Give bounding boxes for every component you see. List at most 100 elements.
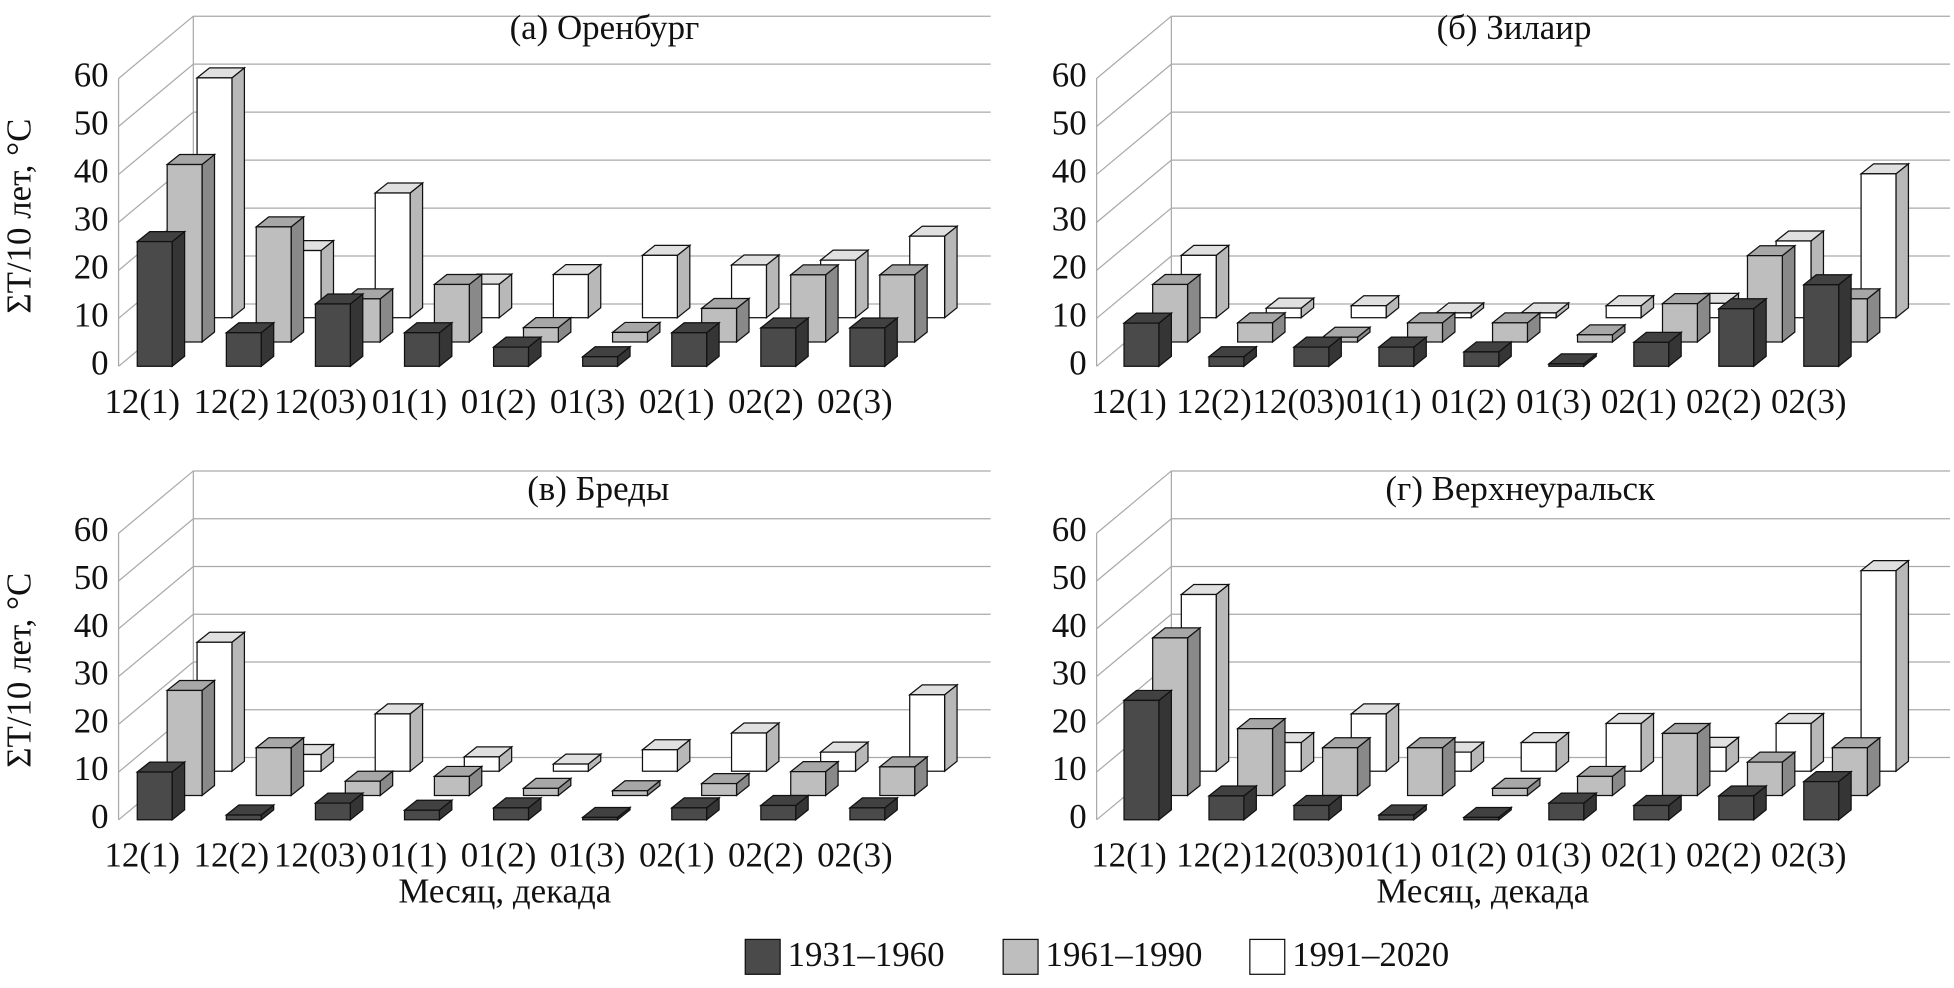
bar — [343, 769, 395, 797]
y-tick-label: 20 — [1052, 701, 1087, 740]
bar-side — [914, 263, 928, 344]
y-tick-label: 40 — [1052, 151, 1087, 190]
bar-front — [1803, 284, 1840, 367]
bar-front — [611, 331, 649, 343]
y-tick-label: 60 — [1052, 55, 1087, 94]
bar — [491, 796, 543, 822]
bar — [1490, 777, 1542, 797]
x-tick-label: 01(1) — [1346, 382, 1422, 421]
bar-front — [1406, 747, 1444, 797]
x-tick-label: 02(3) — [817, 382, 893, 421]
y-tick-label: 50 — [74, 558, 109, 597]
bar-front — [1237, 728, 1274, 797]
bar-side — [231, 66, 246, 320]
bar — [1660, 722, 1712, 797]
bar-front — [374, 713, 411, 772]
grid-line — [118, 613, 991, 678]
bar — [1490, 311, 1542, 344]
grid-line — [118, 63, 991, 127]
x-tick-label: 01(3) — [550, 835, 626, 874]
bar — [1859, 162, 1911, 320]
bar — [669, 796, 721, 822]
y-tick-label: 10 — [1052, 295, 1087, 334]
bar-side — [349, 292, 364, 368]
bar — [580, 345, 632, 368]
y-tick-label: 30 — [74, 199, 109, 238]
bar — [521, 316, 573, 344]
bar-side — [1215, 583, 1230, 773]
legend-swatch — [1249, 938, 1286, 975]
bar — [1122, 689, 1174, 822]
y-tick-label: 10 — [74, 749, 109, 788]
grid-line — [1096, 159, 1951, 223]
y-tick-label: 20 — [74, 247, 109, 286]
legend-swatch — [1002, 938, 1039, 975]
x-tick-label: 12(2) — [194, 835, 270, 874]
bar — [1320, 736, 1372, 797]
x-tick-label: 02(3) — [817, 835, 893, 874]
grid-line — [118, 661, 991, 725]
bar-front — [225, 332, 262, 367]
bar-side — [1271, 717, 1286, 797]
x-tick-label: 12(03) — [274, 382, 367, 421]
bar-side — [1158, 689, 1172, 822]
bar — [254, 736, 306, 797]
x-tick-label: 01(3) — [1516, 382, 1592, 421]
bar-side — [409, 702, 424, 773]
x-tick-label: 02(1) — [1601, 835, 1677, 874]
grid-line — [118, 565, 991, 630]
y-tick-label: 20 — [1052, 247, 1087, 286]
bar — [1575, 323, 1627, 344]
bar-front — [522, 787, 559, 797]
bar-side — [1781, 244, 1796, 344]
bar-front — [403, 332, 441, 367]
bar-front — [1661, 732, 1699, 797]
x-tick-label: 01(2) — [1431, 382, 1507, 421]
bar-side — [1215, 244, 1230, 320]
y-tick-label: 0 — [91, 797, 108, 836]
bar — [1405, 736, 1457, 797]
bar-side — [1186, 626, 1201, 797]
y-tick-label: 60 — [1052, 510, 1087, 549]
bar-front — [552, 763, 589, 772]
bar — [610, 779, 662, 797]
bar — [1122, 311, 1174, 368]
bar-front — [1378, 814, 1415, 821]
y-tick-label: 10 — [1052, 749, 1087, 788]
bar — [1377, 335, 1429, 368]
grid-line — [1096, 63, 1951, 127]
chart-title: (б) Зилаир — [1437, 8, 1592, 47]
bar — [402, 798, 454, 822]
x-tick-label: 02(1) — [639, 835, 715, 874]
bar-side — [171, 230, 186, 368]
bar — [1717, 297, 1768, 368]
chart-title: (в) Бреды — [527, 469, 669, 508]
bar-side — [290, 215, 305, 344]
bar-front — [136, 240, 173, 367]
bar — [1235, 311, 1287, 344]
bar — [1519, 731, 1571, 773]
y-tick-label: 40 — [74, 606, 109, 645]
x-tick-label: 01(3) — [1516, 835, 1592, 874]
bar — [1604, 712, 1656, 773]
bar — [373, 702, 425, 773]
x-tick-label: 01(1) — [372, 382, 448, 421]
x-axis-label: Месяц, декада — [398, 872, 611, 911]
bar-front — [492, 807, 530, 821]
y-tick-label: 20 — [74, 701, 109, 740]
y-tick-label: 30 — [1052, 654, 1087, 693]
bar — [491, 335, 543, 368]
bar-side — [231, 630, 246, 773]
bar — [1462, 806, 1514, 822]
bar-front — [1520, 741, 1557, 772]
x-tick-label: 01(1) — [1346, 835, 1422, 874]
bar-front — [1321, 747, 1359, 797]
bar — [1717, 784, 1768, 822]
bar-front — [730, 732, 768, 772]
bar — [521, 777, 573, 797]
bar-front — [552, 273, 589, 319]
x-tick-label: 12(2) — [1176, 835, 1252, 874]
y-tick-label: 60 — [74, 510, 109, 549]
bar-front — [1718, 795, 1755, 821]
